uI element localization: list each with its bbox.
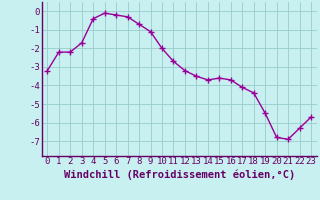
X-axis label: Windchill (Refroidissement éolien,°C): Windchill (Refroidissement éolien,°C) — [64, 169, 295, 180]
